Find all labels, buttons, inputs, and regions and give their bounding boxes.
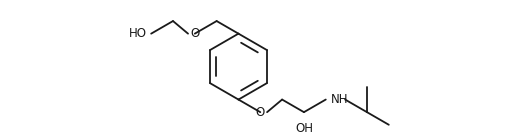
Text: HO: HO bbox=[129, 27, 147, 40]
Text: NH: NH bbox=[330, 93, 347, 106]
Text: O: O bbox=[190, 27, 199, 40]
Text: OH: OH bbox=[294, 122, 312, 135]
Text: O: O bbox=[255, 106, 265, 119]
